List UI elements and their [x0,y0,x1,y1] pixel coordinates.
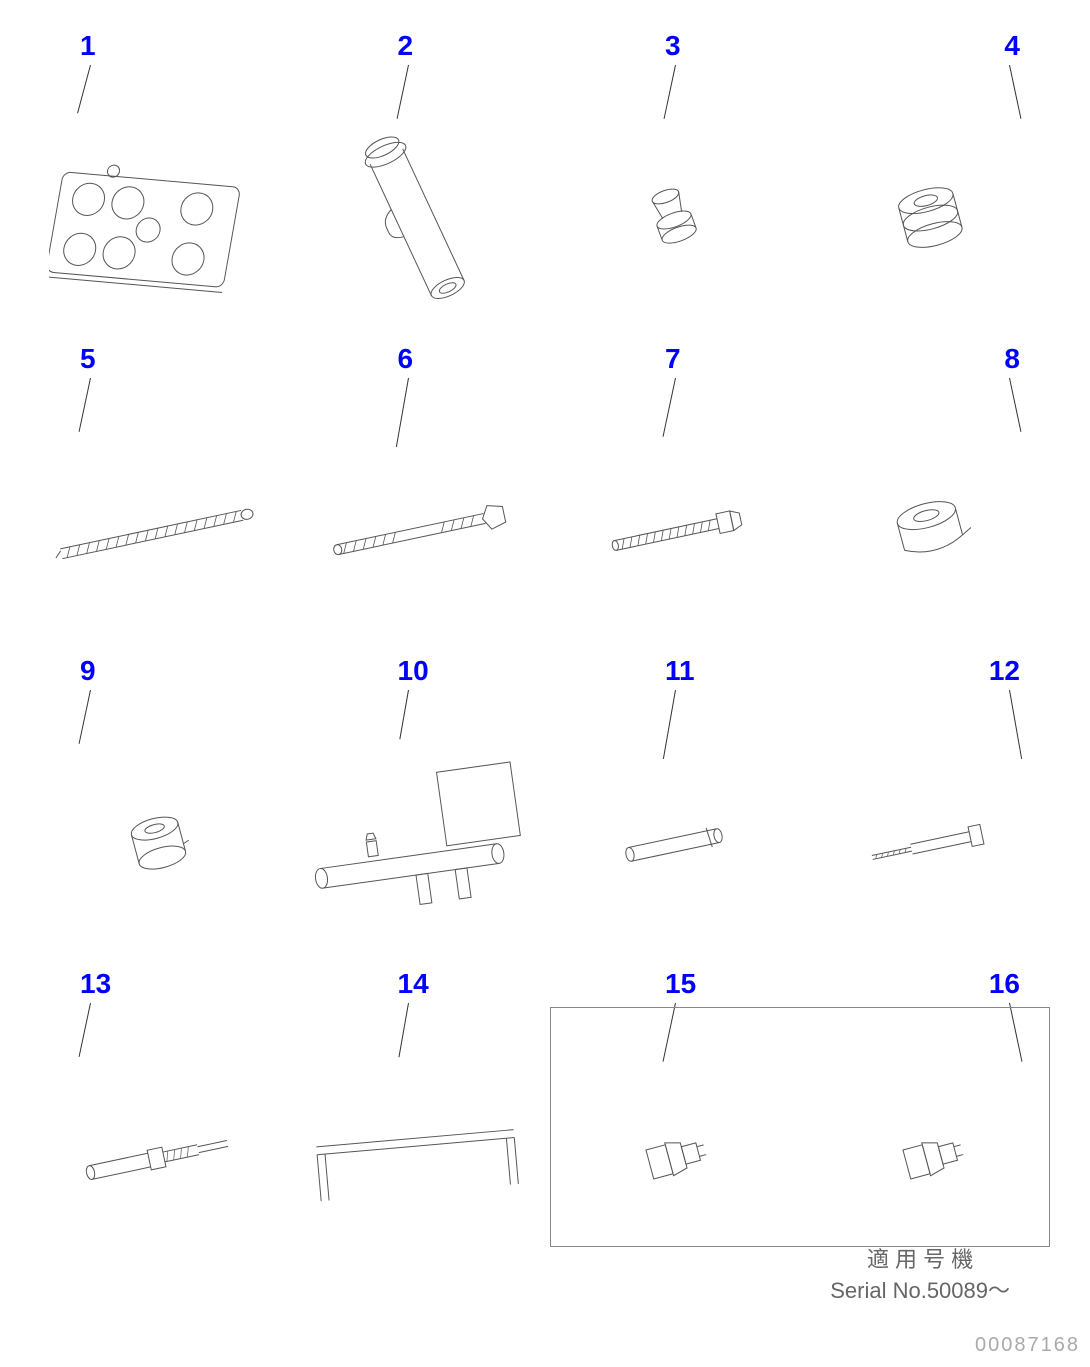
part-drawing-threaded-rod [40,433,278,633]
part-cell-2: 2 [298,30,536,323]
part-label-10: 10 [398,655,429,687]
part-label-2: 2 [398,30,414,62]
part-drawing-screw-thin [813,745,1051,945]
part-drawing-washer-thick [813,433,1051,633]
part-label-16: 16 [989,968,1020,1000]
part-cell-4: 4 [813,30,1051,323]
part-drawing-bushing-small [40,745,278,945]
serial-range-box [550,1007,1050,1247]
part-drawing-plate [40,120,278,320]
part-drawing-pin-long [298,120,536,320]
part-drawing-handle [298,745,536,945]
part-label-1: 1 [80,30,96,62]
part-label-12: 12 [989,655,1020,687]
part-drawing-bracket-u [298,1058,536,1258]
part-label-11: 11 [665,655,695,687]
part-cell-6: 6 [298,343,536,636]
part-cell-5: 5 [40,343,278,636]
part-cell-14: 14 [298,968,536,1261]
part-label-14: 14 [398,968,429,1000]
part-label-9: 9 [80,655,96,687]
part-cell-9: 9 [40,655,278,948]
part-cell-11: 11 [555,655,793,948]
part-drawing-screw-stepped [40,1058,278,1258]
part-cell-8: 8 [813,343,1051,636]
part-drawing-threaded-bolt [298,433,536,633]
part-cell-1: 1 [40,30,278,323]
part-label-4: 4 [1004,30,1020,62]
part-drawing-fitting [555,120,793,320]
serial-text: 適 用 号 機 Serial No.50089～ [830,1245,1010,1307]
part-label-6: 6 [398,343,414,375]
part-label-13: 13 [80,968,111,1000]
part-cell-3: 3 [555,30,793,323]
serial-line1: 適 用 号 機 [830,1245,1010,1276]
part-label-8: 8 [1004,343,1020,375]
part-label-7: 7 [665,343,681,375]
part-label-3: 3 [665,30,681,62]
part-label-5: 5 [80,343,96,375]
part-drawing-bushing [813,120,1051,320]
part-cell-13: 13 [40,968,278,1261]
part-cell-10: 10 [298,655,536,948]
serial-line2: Serial No.50089～ [830,1276,1010,1307]
part-label-15: 15 [665,968,696,1000]
part-cell-12: 12 [813,655,1051,948]
part-drawing-threaded-bolt-short [555,433,793,633]
part-drawing-pin-short [555,745,793,945]
watermark: 00087168 [975,1334,1080,1357]
part-cell-7: 7 [555,343,793,636]
